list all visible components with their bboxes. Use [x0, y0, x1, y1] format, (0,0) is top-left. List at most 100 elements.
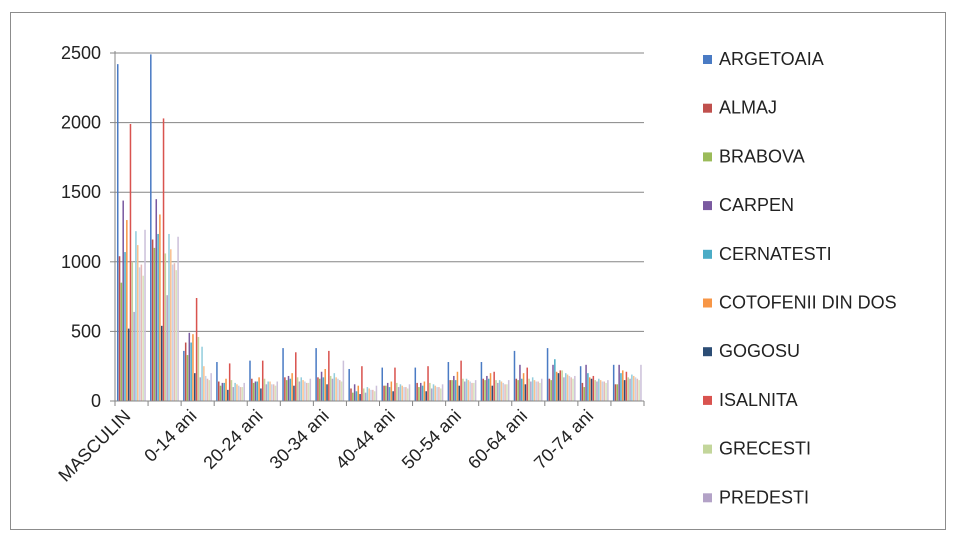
chart-frame: 0 500 1000 1500 2000 2500 MASCULIN 0-14 ani 20-… [10, 12, 946, 530]
bar [484, 380, 486, 401]
y-tick-label: 1000 [61, 252, 101, 272]
bar [206, 378, 209, 401]
bar [473, 382, 475, 401]
x-tick-label: MASCULIN [54, 406, 134, 486]
bar [638, 380, 640, 401]
bar [440, 388, 442, 401]
legend-item: GRECESTI [703, 439, 811, 459]
bar [522, 373, 525, 401]
bar [326, 384, 328, 401]
bar [216, 362, 218, 401]
bar [403, 387, 405, 401]
bar [625, 371, 628, 401]
legend-item: GOGOSU [703, 341, 800, 361]
bar [251, 378, 253, 401]
bar [192, 334, 194, 401]
bar [243, 382, 245, 401]
gridlines [115, 52, 644, 332]
bar [287, 375, 290, 401]
bar [504, 384, 506, 401]
bar [295, 352, 297, 401]
bar [623, 380, 626, 401]
bar [194, 373, 196, 401]
bar [631, 374, 633, 401]
bar [368, 388, 370, 401]
bar [524, 384, 527, 401]
bar [333, 373, 336, 401]
bar [629, 378, 631, 401]
bar [271, 384, 273, 401]
y-tick-label: 500 [71, 321, 101, 341]
bar [142, 275, 144, 401]
x-tick-label: 60-64 ani [464, 406, 531, 473]
bar [480, 362, 483, 401]
bar [375, 385, 378, 401]
bar [322, 377, 325, 401]
bar [197, 336, 200, 401]
bar [396, 382, 398, 401]
bar [157, 233, 159, 401]
bar [324, 368, 326, 401]
bar [217, 381, 220, 401]
bar [533, 380, 536, 401]
bar [168, 233, 170, 401]
bar [150, 54, 152, 401]
bar [436, 387, 438, 401]
bar [201, 346, 203, 401]
bar [383, 385, 385, 401]
bar [500, 381, 503, 401]
bar [329, 375, 332, 401]
bar [282, 348, 284, 401]
bar [186, 355, 189, 401]
x-tick-label: 70-74 ani [530, 406, 597, 473]
bar [620, 373, 622, 401]
bar [535, 381, 538, 401]
bar [320, 371, 323, 401]
bar [462, 378, 464, 401]
bar [338, 380, 341, 401]
legend-item: ISALNITA [703, 390, 798, 410]
bar [550, 380, 552, 401]
bar [489, 373, 492, 401]
bar [357, 385, 360, 401]
bar [188, 332, 191, 401]
bar [370, 389, 372, 401]
bar [234, 382, 236, 401]
bars [116, 54, 642, 402]
bar [122, 200, 124, 401]
bar [579, 366, 582, 401]
bar [284, 377, 286, 401]
bar [126, 220, 128, 401]
bar [124, 252, 126, 401]
legend-label: GOGOSU [719, 341, 800, 361]
bar [249, 360, 251, 401]
bar [469, 381, 471, 401]
bar [241, 387, 244, 401]
bar [388, 387, 391, 401]
bar [555, 371, 558, 401]
bar [456, 371, 459, 401]
bar [507, 380, 510, 401]
bar [381, 367, 384, 401]
legend-label: ARGETOAIA [719, 49, 824, 69]
bar [392, 391, 394, 401]
bar [373, 391, 376, 401]
bar [265, 384, 268, 401]
bar [449, 380, 451, 401]
bar [184, 342, 187, 401]
bar [337, 378, 339, 401]
bar [497, 382, 499, 401]
bar [204, 375, 207, 401]
bar [118, 256, 121, 401]
bar [361, 366, 363, 401]
bar [467, 380, 470, 401]
bar [331, 378, 334, 401]
bar [563, 377, 565, 401]
bar [300, 377, 302, 401]
legend-swatch [703, 152, 712, 162]
bar [458, 385, 461, 401]
bar [116, 64, 119, 402]
bar [598, 378, 600, 401]
bar [561, 370, 563, 401]
